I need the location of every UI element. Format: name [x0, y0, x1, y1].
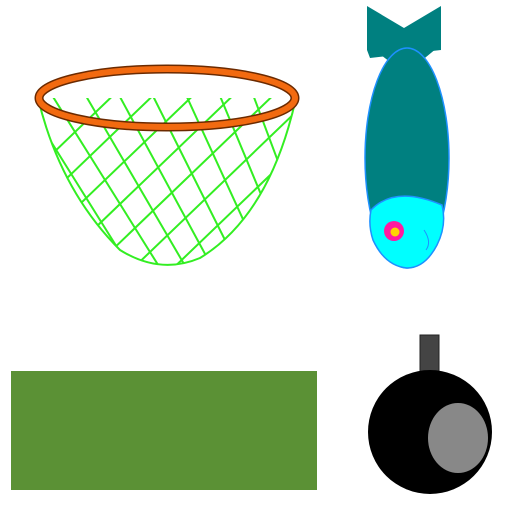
net-bag-outline: [37, 97, 297, 266]
fish-tail: [367, 6, 441, 58]
bomb-highlight: [428, 403, 488, 473]
rectangle-icon[interactable]: [11, 371, 317, 490]
fish-eye-inner: [390, 227, 400, 237]
bomb-fuse: [419, 334, 440, 374]
fish-belly: [369, 195, 445, 269]
